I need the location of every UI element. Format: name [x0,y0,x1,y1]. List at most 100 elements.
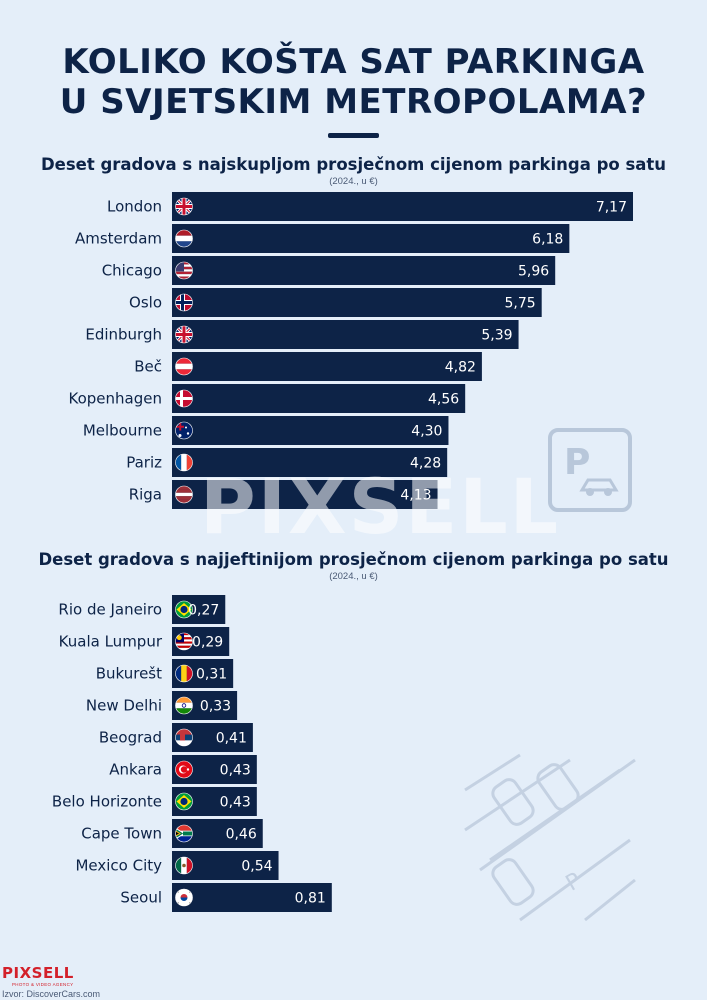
chart-row: Mexico City 0,54 [75,851,279,880]
category-label: Chicago [102,262,162,280]
bar [172,448,448,477]
chart-2-subtitle: (2024., u €) [329,571,378,582]
cheap-parking-chart: Rio de Janeiro 0,27 Kuala Lumpur 0,29 Bukure… [52,595,332,912]
value-label: 5,96 [518,264,549,280]
category-label: Kuala Lumpur [59,633,163,651]
source-note: Izvor: DiscoverCars.com [2,989,101,999]
chart-2-title: Deset gradova s najjeftinijom prosječnom… [38,550,669,569]
value-label: 0,29 [192,635,223,651]
bar [172,384,466,413]
chart-row: Kopenhagen 4,56 [69,384,466,413]
flag-icon [175,792,193,811]
value-label: 0,41 [216,731,247,747]
title-line-2: U SVJETSKIM METROPOLAMA? [59,82,648,122]
value-label: 0,27 [188,603,219,619]
chart-row: Melbourne 4,30 [83,416,449,445]
svg-text:P: P [562,868,586,896]
title-line-1: KOLIKO KOŠTA SAT PARKINGA [62,42,645,82]
category-label: Amsterdam [75,230,162,248]
flag-icon [175,325,193,344]
bar [172,320,519,349]
chart-row: Seoul 0,81 [120,883,332,912]
flag-icon [175,664,193,683]
category-label: Edinburgh [85,326,162,344]
category-label: Oslo [129,294,162,312]
flag-icon [175,824,193,843]
category-label: Bukurešt [96,665,162,683]
category-label: New Delhi [86,697,162,715]
parking-lot-icon: P [464,753,636,922]
flag-icon [175,389,193,408]
pixsell-tagline: PHOTO & VIDEO AGENCY [12,982,74,987]
category-label: Seoul [120,889,162,907]
category-label: Cape Town [81,825,162,843]
category-label: Mexico City [75,857,162,875]
chart-1-subtitle: (2024., u €) [329,176,378,187]
flag-icon [175,696,193,715]
category-label: Rio de Janeiro [58,601,162,619]
chart-row: Ankara 0,43 [109,755,257,784]
chart-row: Riga 4,13 [129,480,438,509]
chart-row: New Delhi 0,33 [86,691,238,720]
value-label: 7,17 [596,200,627,216]
category-label: Ankara [109,761,162,779]
flag-icon [175,453,193,472]
chart-row: Beč 4,82 [134,352,482,381]
pixsell-logo: PIXSELL [2,964,74,982]
page-title: KOLIKO KOŠTA SAT PARKINGA U SVJETSKIM ME… [0,42,707,122]
chart-row: Bukurešt 0,31 [96,659,234,688]
flag-icon [175,293,193,312]
value-label: 4,13 [400,488,431,504]
value-label: 0,31 [196,667,227,683]
expensive-parking-chart: London 7,17 Amsterdam 6,18 Chicago 5,96 Oslo 5,… [69,192,633,509]
value-label: 5,39 [481,328,512,344]
value-label: 6,18 [532,232,563,248]
flag-icon [175,357,193,376]
watermark: PIXSELL [200,462,561,551]
bar [172,288,542,317]
bar [172,883,332,912]
bar [172,192,633,221]
value-label: 0,54 [241,859,272,875]
category-label: Beograd [99,729,162,747]
value-label: 5,75 [505,296,536,312]
flag-icon [175,760,193,779]
chart-row: Edinburgh 5,39 [85,320,519,349]
svg-text:P: P [564,442,590,483]
category-label: Belo Horizonte [52,793,162,811]
chart-row: Cape Town 0,46 [81,819,263,848]
chart-row: Belo Horizonte 0,43 [52,787,257,816]
flag-icon [175,600,193,619]
chart-row: Beograd 0,41 [99,723,253,752]
chart-row: Chicago 5,96 [102,256,556,285]
bar [172,416,449,445]
bar [172,480,438,509]
chart-row: Kuala Lumpur 0,29 [59,627,230,656]
flag-icon [175,261,193,280]
value-label: 4,82 [445,360,476,376]
flag-icon [175,421,193,440]
value-label: 0,46 [226,827,257,843]
chart-row: Pariz 4,28 [126,448,448,477]
flag-icon [175,485,193,504]
chart-1-title: Deset gradova s najskupljom prosječnom c… [40,155,667,174]
value-label: 4,28 [410,456,441,472]
bar [172,224,570,253]
category-label: Riga [129,486,162,504]
value-label: 4,30 [411,424,442,440]
value-label: 0,81 [295,891,326,907]
category-label: Pariz [126,454,162,472]
flag-icon [175,856,193,875]
value-label: 0,43 [220,763,251,779]
chart-row: London 7,17 [107,192,633,221]
flag-icon [175,888,193,907]
chart-row: Rio de Janeiro 0,27 [58,595,226,624]
flag-icon [175,229,193,248]
chart-row: Amsterdam 6,18 [75,224,570,253]
value-label: 4,56 [428,392,459,408]
parking-sign-icon: P [548,428,632,512]
flag-icon [175,632,193,651]
flag-icon [175,728,193,747]
chart-row: Oslo 5,75 [129,288,542,317]
bar [172,256,556,285]
